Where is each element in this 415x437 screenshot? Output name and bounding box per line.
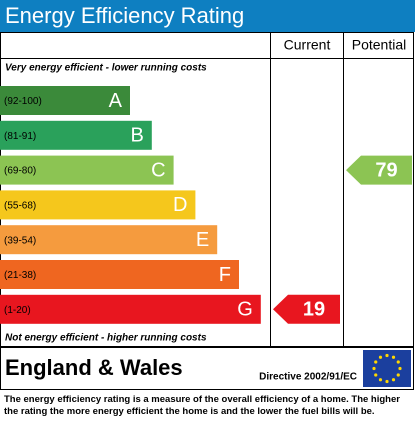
star — [398, 366, 402, 371]
star — [374, 373, 378, 377]
band-range: (92-100) — [4, 96, 42, 107]
band-letter: F — [219, 264, 231, 286]
band-range: (55-68) — [4, 201, 36, 212]
band-range: (69-80) — [4, 166, 36, 177]
rating-value: 19 — [303, 299, 325, 321]
star — [378, 355, 383, 359]
band-letter: A — [109, 90, 123, 112]
band-letter: B — [130, 125, 143, 147]
star — [374, 360, 378, 364]
band-range: (21-38) — [4, 270, 36, 281]
star — [396, 373, 400, 377]
band-bar — [0, 120, 152, 150]
title: Energy Efficiency Rating — [5, 3, 244, 28]
band-letter: C — [151, 159, 165, 181]
star — [385, 353, 389, 358]
star — [385, 379, 389, 384]
band-bar — [0, 294, 261, 324]
eu-flag — [363, 350, 411, 387]
band-range: (39-54) — [4, 235, 36, 246]
star — [391, 378, 396, 382]
band-bar — [0, 190, 196, 220]
bottom-note: Not energy efficient - higher running co… — [5, 333, 207, 344]
star — [378, 378, 383, 382]
band-bar — [0, 225, 218, 255]
table-border — [0, 32, 414, 347]
top-note: Very energy efficient - lower running co… — [5, 63, 207, 74]
region: England & Wales — [5, 355, 183, 380]
rating-arrow — [273, 294, 340, 324]
band-range: (81-91) — [4, 131, 36, 142]
star — [372, 366, 376, 371]
footer-border — [0, 347, 414, 390]
rating-arrow — [346, 155, 412, 185]
band-bar — [0, 260, 239, 289]
description: The energy efficiency rating is a measur… — [4, 394, 400, 417]
col-potential: Potential — [352, 37, 406, 53]
band-letter: D — [173, 194, 187, 216]
title-bar — [0, 0, 415, 32]
band-range: (1-20) — [4, 305, 31, 316]
col-current: Current — [284, 37, 331, 53]
band-bar — [0, 155, 174, 185]
band-letter: E — [196, 229, 209, 251]
epc-chart: Energy Efficiency Rating Current Potenti… — [0, 0, 415, 390]
directive: Directive 2002/91/EC — [259, 372, 357, 383]
band-bar — [0, 86, 130, 115]
star — [391, 355, 396, 359]
rating-value: 79 — [375, 159, 397, 181]
star — [396, 360, 400, 364]
band-letter: G — [237, 299, 253, 321]
